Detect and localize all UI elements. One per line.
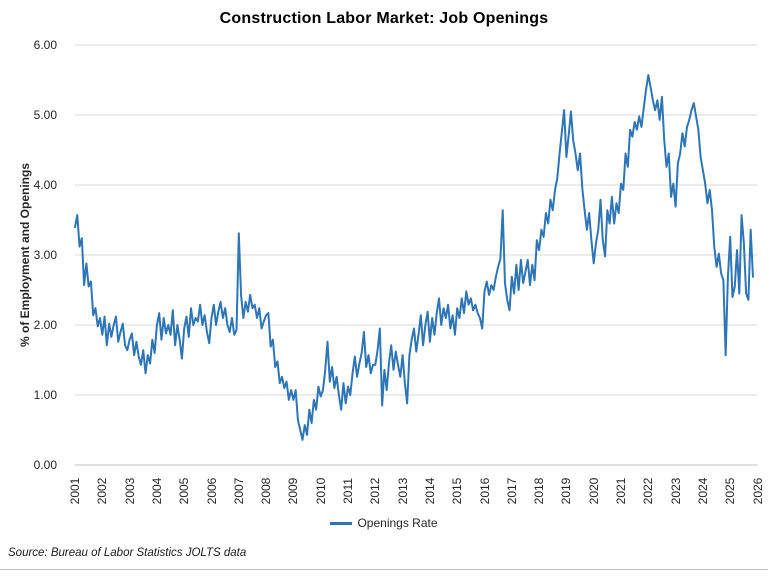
x-tick-label: 2013 (395, 477, 410, 505)
x-tick-label: 2005 (177, 477, 192, 505)
y-tick-label: 6.00 (33, 38, 57, 52)
x-tick-label: 2006 (204, 477, 219, 505)
x-tick-label: 2010 (313, 477, 328, 505)
openings-rate-series-line (74, 74, 754, 441)
x-tick-label: 2014 (422, 477, 437, 505)
x-tick-label: 2022 (641, 477, 656, 505)
y-tick-label: 2.00 (33, 318, 57, 332)
x-tick-label: 2023 (668, 477, 683, 505)
x-tick-label: 2017 (504, 477, 519, 505)
y-tick-label: 3.00 (33, 248, 57, 262)
y-tick-label: 5.00 (33, 108, 57, 122)
x-tick-label: 2009 (286, 477, 301, 505)
y-tick-label: 1.00 (33, 388, 57, 402)
x-tick-label: 2016 (477, 477, 492, 505)
y-tick-label: 0.00 (33, 458, 57, 472)
x-tick-label: 2003 (122, 477, 137, 505)
chart-title: Construction Labor Market: Job Openings (219, 10, 549, 27)
legend: Openings Rate (0, 514, 768, 532)
x-tick-label: 2018 (532, 477, 547, 505)
x-tick-label: 2015 (450, 477, 465, 505)
x-tick-label: 2002 (95, 477, 110, 505)
x-tick-label: 2021 (614, 477, 628, 505)
source-note: Source: Bureau of Labor Statistics JOLTS… (8, 547, 247, 559)
y-tick-label: 4.00 (33, 178, 57, 192)
x-tick-label: 2011 (341, 478, 355, 504)
x-tick-label: 2001 (68, 477, 82, 505)
legend-line-marker (330, 521, 353, 525)
x-tick-label: 2007 (231, 477, 246, 505)
legend-label: Openings Rate (357, 516, 438, 530)
x-tick-label: 2024 (695, 477, 710, 505)
x-tick-label: 2025 (723, 477, 738, 505)
x-tick-label: 2019 (559, 477, 574, 505)
x-tick-label: 2026 (750, 477, 765, 505)
x-tick-label: 2004 (149, 477, 164, 505)
x-tick-label: 2012 (368, 477, 383, 505)
x-tick-label: 2008 (259, 477, 274, 505)
x-tick-label: 2020 (586, 477, 601, 505)
bottom-divider (0, 569, 768, 570)
